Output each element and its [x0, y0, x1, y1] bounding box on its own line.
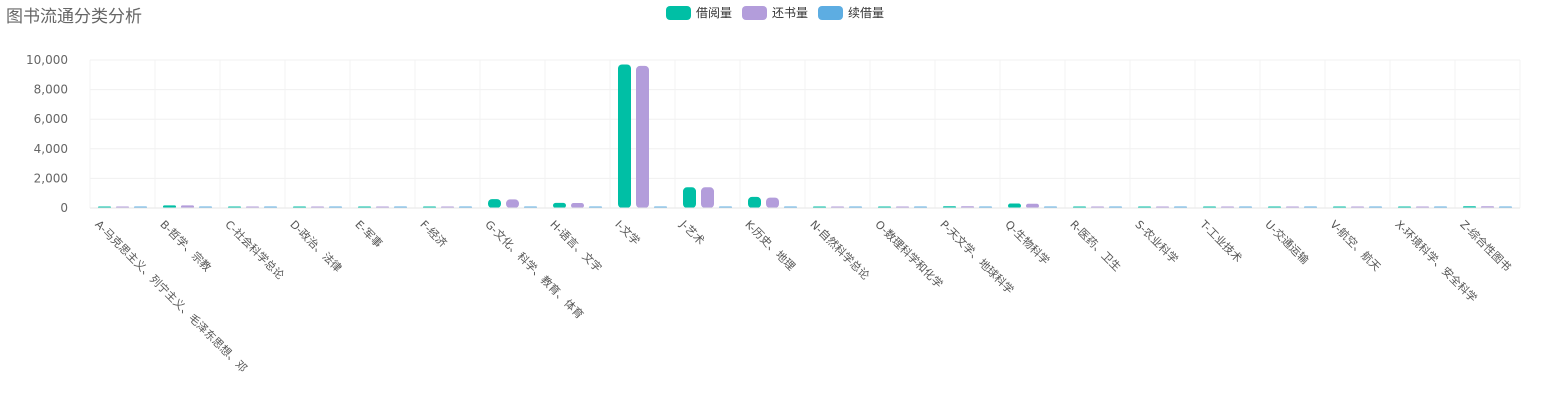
x-tick-label: U-交通运输 [1262, 217, 1312, 267]
x-tick-label: T-工业技术 [1197, 217, 1245, 265]
x-tick-label: Z-综合性图书 [1457, 217, 1514, 274]
bar-return[interactable] [1026, 203, 1039, 208]
x-tick-label: I-文学 [612, 217, 643, 248]
legend-label-return: 还书量 [772, 6, 809, 20]
x-tick-label: J-艺术 [677, 217, 707, 247]
bar-borrow[interactable] [748, 196, 761, 208]
legend-item-borrow[interactable]: 借阅量 [666, 4, 732, 21]
legend: 借阅量 还书量 续借量 [666, 4, 894, 21]
bar-borrow[interactable] [618, 64, 631, 208]
bar-return[interactable] [766, 197, 779, 208]
y-tick-label: 0 [60, 201, 68, 215]
bar-return[interactable] [701, 187, 714, 208]
bar-return[interactable] [181, 205, 194, 208]
y-axis: 0 2,000 4,000 6,000 8,000 10,000 [26, 53, 68, 215]
y-tick-label: 4,000 [34, 142, 68, 156]
bar-borrow[interactable] [163, 205, 176, 208]
y-tick-label: 6,000 [34, 112, 68, 126]
legend-item-return[interactable]: 还书量 [742, 4, 808, 21]
x-axis: A-马克思主义、列宁主义、毛泽东思想、邓B-哲学、宗教 C-社会科学总论 D-政治、… [90, 207, 1520, 375]
bar-borrow[interactable] [683, 187, 696, 208]
legend-label-borrow: 借阅量 [696, 6, 733, 20]
bar-return[interactable] [636, 65, 649, 208]
grid-lines [89, 59, 1521, 209]
bar-return[interactable] [506, 199, 519, 208]
bar-borrow[interactable] [1008, 203, 1021, 208]
x-tick-label: F-经济 [417, 217, 450, 250]
x-tick-label: C-社会科学总论 [222, 217, 287, 282]
x-tick-label: B-哲学、宗教 [157, 217, 214, 274]
y-tick-label: 10,000 [26, 53, 68, 67]
x-tick-label: Q-生物科学 [1002, 217, 1052, 267]
bar-borrow[interactable] [488, 199, 501, 208]
legend-swatch-renew [818, 5, 844, 20]
bar-return[interactable] [571, 202, 584, 208]
legend-label-renew: 续借量 [848, 6, 885, 20]
legend-swatch-borrow [666, 5, 691, 20]
y-tick-label: 2,000 [34, 171, 68, 185]
x-tick-label: N-自然科学总论 [807, 217, 872, 282]
x-tick-label: K-历史、地理 [742, 218, 797, 273]
x-tick-label: D-政治、法律 [287, 217, 345, 275]
legend-swatch-return [742, 5, 768, 20]
bar-borrow[interactable] [553, 202, 566, 208]
chart-title: 图书流通分类分析 [6, 7, 142, 27]
x-tick-label: E-军事 [352, 218, 384, 250]
x-tick-label: V-航空、航天 [1327, 217, 1383, 273]
x-tick-label: O-数理科学和化学 [872, 217, 945, 290]
x-tick-label: H-语言、文字 [547, 217, 604, 274]
x-tick-label: S-农业科学 [1132, 217, 1181, 266]
legend-item-renew[interactable]: 续借量 [818, 4, 884, 21]
x-tick-label: R-医药、卫生 [1067, 217, 1124, 274]
y-tick-label: 8,000 [34, 83, 68, 97]
